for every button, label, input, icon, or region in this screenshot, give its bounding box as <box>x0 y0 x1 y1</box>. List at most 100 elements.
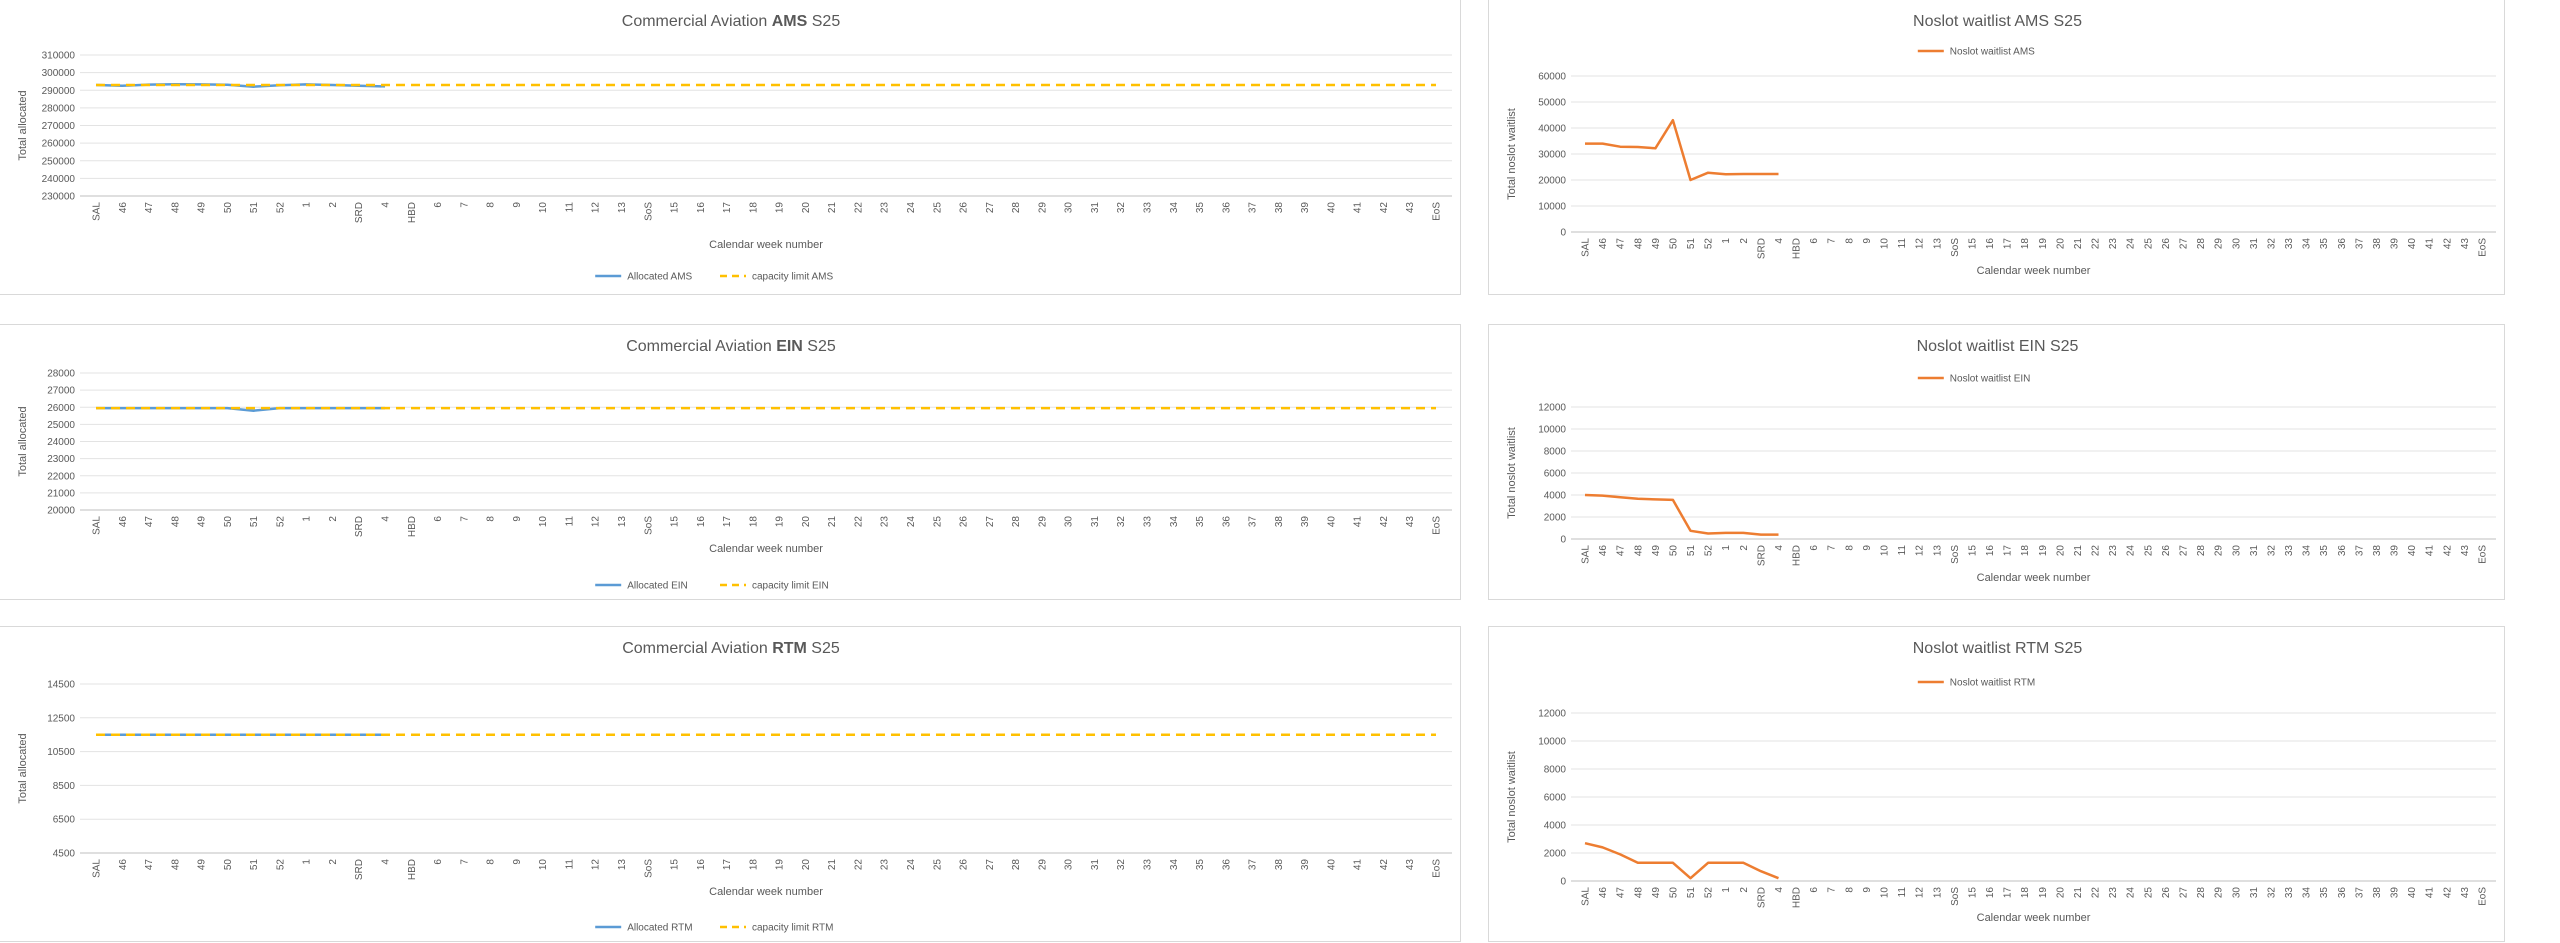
x-tick-label: SoS <box>1950 887 1961 906</box>
x-tick-label: 8 <box>1844 887 1855 893</box>
x-tick-label: 25 <box>2143 887 2154 899</box>
x-tick-label: 46 <box>118 202 129 214</box>
x-tick-label: 46 <box>1598 238 1609 250</box>
x-tick-label: 21 <box>2073 545 2084 557</box>
x-tick-label: 41 <box>2425 545 2436 557</box>
x-tick-label: 31 <box>2249 887 2260 899</box>
x-tick-label: 12 <box>591 859 602 871</box>
x-tick-label: 37 <box>2354 545 2365 557</box>
x-tick-label: 29 <box>2214 238 2225 250</box>
x-tick-label: 38 <box>2372 545 2383 557</box>
y-tick-label: 0 <box>1560 877 1566 888</box>
x-tick-label: 22 <box>2091 887 2102 899</box>
x-tick-label: 12 <box>591 202 602 214</box>
legend-label: Noslot waitlist RTM <box>1950 678 2035 689</box>
x-tick-label: SoS <box>643 202 654 221</box>
x-tick-label: 30 <box>1064 859 1075 871</box>
x-tick-label: 28 <box>1011 859 1022 871</box>
x-tick-label: SAL <box>1581 545 1592 564</box>
y-tick-label: 60000 <box>1538 72 1566 83</box>
x-tick-label: 37 <box>1248 516 1259 528</box>
x-tick-label: 17 <box>722 859 733 871</box>
y-tick-label: 270000 <box>42 121 76 132</box>
x-tick-label: 2 <box>328 859 339 865</box>
y-tick-label: 23000 <box>47 454 75 465</box>
x-tick-label: 50 <box>1668 238 1679 250</box>
x-tick-label: 22 <box>853 516 864 528</box>
x-axis-label: Calendar week number <box>1977 572 2091 584</box>
x-tick-label: 6 <box>1809 887 1820 893</box>
x-tick-label: 46 <box>1598 887 1609 899</box>
x-tick-label: 40 <box>1326 859 1337 871</box>
x-tick-label: 12 <box>1915 887 1926 899</box>
x-tick-label: 9 <box>1862 238 1873 244</box>
y-tick-label: 6000 <box>1544 469 1567 480</box>
x-tick-label: 46 <box>118 516 129 528</box>
x-tick-label: 12 <box>1915 238 1926 250</box>
y-tick-label: 6500 <box>53 815 76 826</box>
chart-title: Noslot waitlist RTM S25 <box>1913 640 2083 657</box>
y-tick-label: 24000 <box>47 437 75 448</box>
x-tick-label: 50 <box>223 516 234 528</box>
x-tick-label: 18 <box>2020 238 2031 250</box>
y-tick-label: 10500 <box>47 747 75 758</box>
x-tick-label: 19 <box>775 516 786 528</box>
waitlist-chart-ams: Noslot waitlist AMS S25 0 10000 20000 30000 4… <box>1488 0 2505 295</box>
x-tick-label: 46 <box>118 859 129 871</box>
x-tick-label: 42 <box>1379 202 1390 214</box>
x-tick-label: 23 <box>2108 887 2119 899</box>
x-tick-label: 34 <box>1169 516 1180 528</box>
x-tick-label: 48 <box>170 202 181 214</box>
x-tick-label: 23 <box>2108 238 2119 250</box>
x-tick-label: 48 <box>170 516 181 528</box>
x-tick-label: 17 <box>2003 887 2014 899</box>
x-tick-label: 13 <box>617 859 628 871</box>
y-axis-label: Total allocated <box>17 90 29 160</box>
x-tick-label: 29 <box>2214 545 2225 557</box>
x-tick-label: 51 <box>249 516 260 528</box>
x-tick-label: 21 <box>2073 887 2084 899</box>
y-tick-label: 8000 <box>1544 447 1567 458</box>
x-tick-label: 47 <box>144 516 155 528</box>
legend-label: capacity limit AMS <box>752 272 833 283</box>
x-tick-label: 50 <box>223 859 234 871</box>
x-tick-label: 33 <box>1142 202 1153 214</box>
x-tick-label: 51 <box>1686 545 1697 557</box>
x-tick-label: 19 <box>2038 887 2049 899</box>
x-tick-label: 24 <box>906 202 917 214</box>
x-tick-label: 48 <box>1633 545 1644 557</box>
x-tick-label: 4 <box>381 859 392 865</box>
y-tick-label: 10000 <box>1538 737 1566 748</box>
y-tick-label: 14500 <box>47 680 75 691</box>
series-line-waitlist <box>1585 118 1779 182</box>
chart-title: Noslot waitlist AMS S25 <box>1913 13 2082 30</box>
allocation-chart-ein: Commercial Aviation EIN S25 20000 21000 220… <box>0 324 1461 600</box>
x-tick-label: 8 <box>486 516 497 522</box>
x-tick-label: HBD <box>1792 887 1803 908</box>
x-tick-label: 43 <box>2460 887 2471 899</box>
x-tick-label: 39 <box>2390 238 2401 250</box>
x-tick-label: 42 <box>1379 859 1390 871</box>
y-tick-label: 30000 <box>1538 150 1566 161</box>
x-tick-label: 43 <box>2460 238 2471 250</box>
y-tick-label: 50000 <box>1538 98 1566 109</box>
x-tick-label: 49 <box>197 859 208 871</box>
x-tick-label: 2 <box>1739 887 1750 893</box>
x-tick-label: 15 <box>1967 545 1978 557</box>
x-tick-label: HBD <box>407 202 418 223</box>
y-tick-label: 25000 <box>47 420 75 431</box>
x-tick-label: 52 <box>275 516 286 528</box>
y-tick-label: 28000 <box>47 369 75 380</box>
x-tick-label: 23 <box>2108 545 2119 557</box>
x-tick-label: 40 <box>1326 202 1337 214</box>
y-tick-label: 8500 <box>53 781 76 792</box>
x-tick-label: 6 <box>433 202 444 208</box>
x-tick-label: 7 <box>459 516 470 522</box>
x-tick-label: 4 <box>381 202 392 208</box>
x-tick-label: 27 <box>2179 887 2190 899</box>
x-tick-label: 19 <box>775 202 786 214</box>
x-tick-label: 23 <box>880 516 891 528</box>
x-tick-label: 29 <box>1037 516 1048 528</box>
legend-label: capacity limit EIN <box>752 581 829 592</box>
x-tick-label: 52 <box>1704 238 1715 250</box>
